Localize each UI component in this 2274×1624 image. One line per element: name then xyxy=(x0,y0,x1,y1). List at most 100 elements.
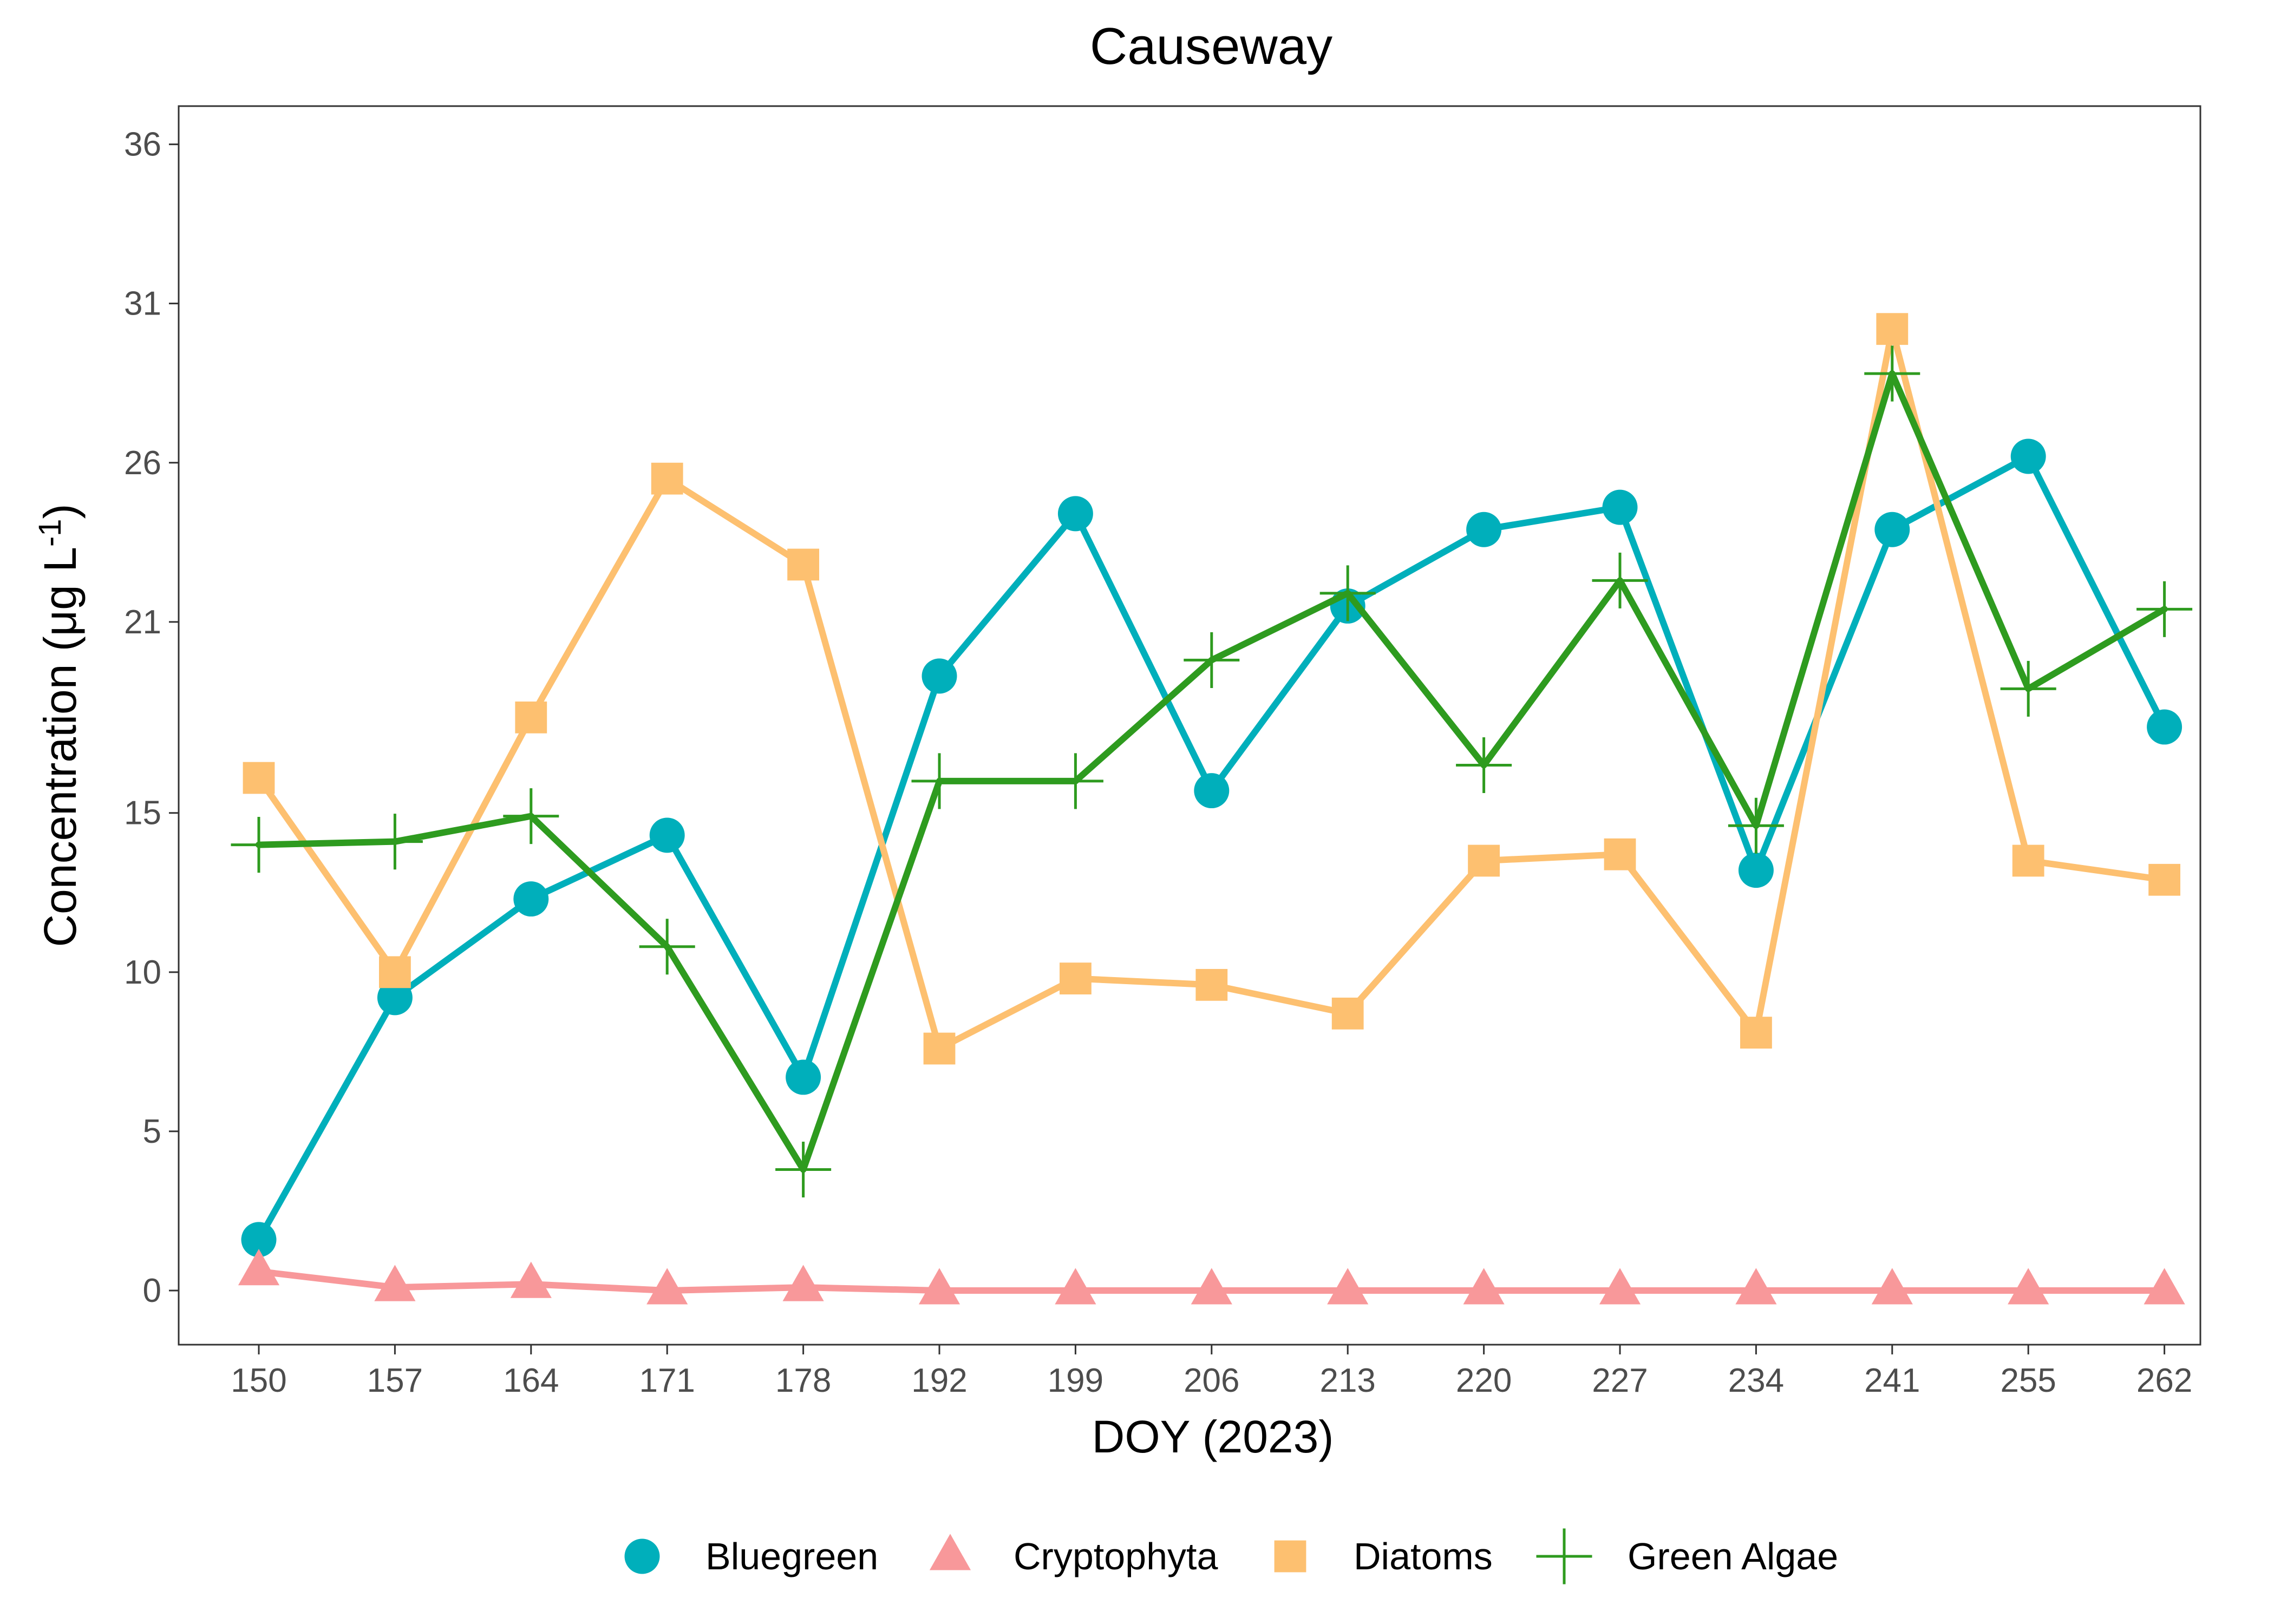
data-point-cryptophyta xyxy=(510,1261,552,1298)
data-point-diatoms xyxy=(2148,863,2180,896)
data-point-diatoms xyxy=(515,701,547,734)
data-point-cryptophyta xyxy=(1055,1268,1096,1305)
data-point-bluegreen xyxy=(922,658,957,694)
data-point-bluegreen xyxy=(513,881,549,917)
x-tick-label: 255 xyxy=(2000,1362,2056,1399)
x-tick-label: 192 xyxy=(911,1362,967,1399)
data-point-cryptophyta xyxy=(374,1265,416,1301)
series-layer xyxy=(231,313,2193,1305)
x-tick-label: 220 xyxy=(1456,1362,1512,1399)
legend-item-green-algae: Green Algae xyxy=(1536,1528,1838,1584)
data-point-diatoms xyxy=(2012,844,2044,877)
y-axis-title-superscript: -1 xyxy=(32,519,68,547)
data-point-cryptophyta xyxy=(1735,1268,1777,1305)
legend-item-diatoms: Diatoms xyxy=(1274,1535,1493,1577)
y-tick-label: 26 xyxy=(124,444,161,482)
x-tick-label: 171 xyxy=(639,1362,695,1399)
data-point-cryptophyta xyxy=(1463,1268,1505,1305)
data-point-bluegreen xyxy=(377,980,413,1016)
y-axis-title-close: ) xyxy=(35,503,86,519)
data-point-green-algae xyxy=(231,817,287,873)
x-tick-label: 213 xyxy=(1319,1362,1375,1399)
data-point-green-algae xyxy=(1184,632,1240,688)
data-point-green-algae xyxy=(775,1141,832,1198)
data-point-bluegreen xyxy=(1602,489,1638,525)
y-axis-title: Concentration (μg L-1) xyxy=(32,503,86,947)
legend-label-diatoms: Diatoms xyxy=(1354,1535,1493,1577)
y-tick-label: 36 xyxy=(124,126,161,163)
data-point-green-algae xyxy=(911,753,968,809)
data-point-cryptophyta xyxy=(2008,1268,2049,1305)
data-point-diatoms xyxy=(651,462,683,495)
data-point-bluegreen xyxy=(786,1059,821,1095)
data-point-diatoms xyxy=(1195,968,1228,1001)
y-axis-title-main: Concentration (μg L xyxy=(35,547,86,947)
data-point-bluegreen xyxy=(2147,709,2182,745)
data-point-diatoms xyxy=(1876,313,1909,345)
x-tick-label: 150 xyxy=(231,1362,286,1399)
data-point-diatoms xyxy=(379,956,411,988)
x-tick-label: 241 xyxy=(1864,1362,1920,1399)
x-tick-label: 164 xyxy=(503,1362,559,1399)
data-point-diatoms xyxy=(243,762,275,794)
data-point-cryptophyta xyxy=(1599,1268,1641,1305)
series-green-algae xyxy=(231,345,2193,1198)
data-point-bluegreen xyxy=(1057,496,1093,532)
data-point-green-algae xyxy=(1456,737,1512,794)
data-point-diatoms xyxy=(1468,844,1500,877)
data-point-bluegreen xyxy=(1738,853,1774,888)
data-point-diatoms xyxy=(1740,1017,1772,1049)
data-point-bluegreen xyxy=(649,817,685,853)
y-tick-label: 21 xyxy=(124,604,161,641)
x-tick-label: 178 xyxy=(775,1362,831,1399)
legend-item-bluegreen: Bluegreen xyxy=(624,1535,878,1577)
y-tick-label: 0 xyxy=(143,1272,161,1309)
x-axis-title: DOY (2023) xyxy=(1092,1411,1334,1462)
legend-label-bluegreen: Bluegreen xyxy=(705,1535,878,1577)
data-point-diatoms xyxy=(1060,962,1092,994)
x-tick-label: 199 xyxy=(1048,1362,1103,1399)
data-point-cryptophyta xyxy=(2144,1268,2185,1305)
data-point-cryptophyta xyxy=(1871,1268,1913,1305)
plot-panel-border xyxy=(178,105,2201,1346)
series-diatoms xyxy=(243,313,2180,1065)
legend-key-bluegreen xyxy=(624,1538,660,1574)
data-point-green-algae xyxy=(1319,565,1376,621)
data-point-diatoms xyxy=(1604,838,1636,870)
x-tick-label: 157 xyxy=(367,1362,423,1399)
data-point-green-algae xyxy=(639,919,695,975)
data-point-green-algae xyxy=(1728,797,1784,854)
x-axis: 150 157 164 171 178 192 199 206 213 220 227 234 241 2… xyxy=(231,1345,2192,1399)
legend-key-cryptophyta xyxy=(929,1534,971,1570)
legend-key-diatoms xyxy=(1274,1540,1306,1573)
y-tick-label: 5 xyxy=(143,1113,161,1150)
data-point-diatoms xyxy=(1331,997,1364,1030)
x-tick-label: 234 xyxy=(1728,1362,1784,1399)
y-tick-label: 15 xyxy=(124,795,161,832)
data-point-diatoms xyxy=(787,548,819,581)
data-point-green-algae xyxy=(2000,660,2056,717)
series-cryptophyta xyxy=(238,1249,2185,1305)
data-point-bluegreen xyxy=(1466,512,1502,547)
data-point-green-algae xyxy=(1047,753,1103,809)
series-bluegreen xyxy=(241,438,2182,1258)
y-axis: 0 5 10 15 21 26 31 36 xyxy=(124,126,179,1309)
data-point-green-algae xyxy=(1592,552,1648,608)
chart-title: Causeway xyxy=(1090,17,1332,75)
data-point-bluegreen xyxy=(241,1222,277,1258)
data-point-bluegreen xyxy=(1194,773,1230,809)
data-point-cryptophyta xyxy=(1191,1268,1232,1305)
data-point-cryptophyta xyxy=(238,1249,280,1286)
legend-item-cryptophyta: Cryptophyta xyxy=(929,1534,1218,1577)
data-point-diatoms xyxy=(923,1032,956,1065)
data-point-green-algae xyxy=(2136,581,2193,637)
data-point-green-algae xyxy=(1864,345,1920,402)
data-point-cryptophyta xyxy=(1327,1268,1369,1305)
data-point-bluegreen xyxy=(1874,512,1910,547)
legend: Bluegreen Cryptophyta Diatoms Green Algae xyxy=(624,1528,1838,1584)
y-tick-label: 31 xyxy=(124,285,161,323)
data-point-green-algae xyxy=(503,788,559,844)
data-point-cryptophyta xyxy=(782,1265,824,1301)
